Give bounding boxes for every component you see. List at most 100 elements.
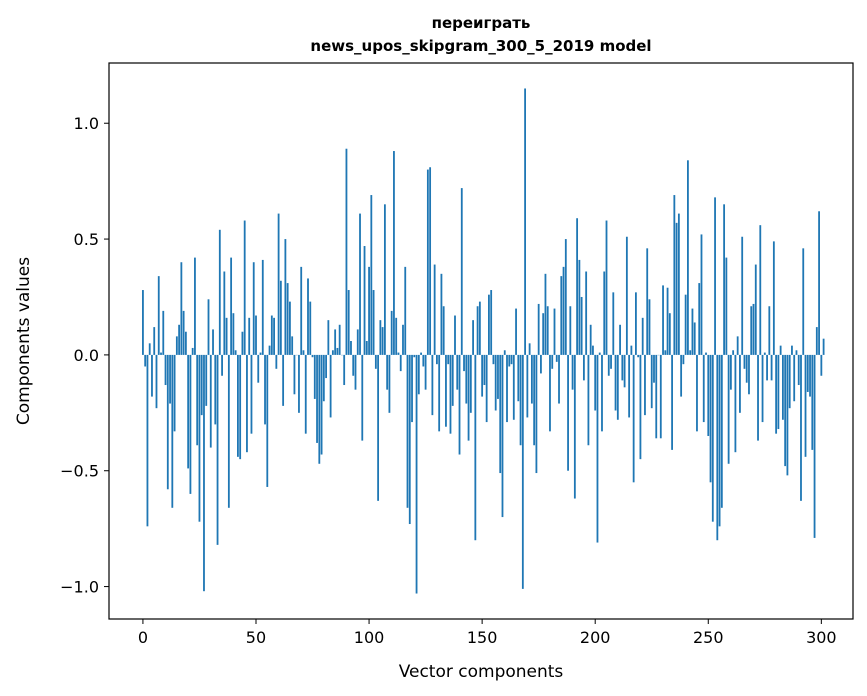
bar-200 [594,354,597,411]
bar-55 [266,354,269,487]
bar-243 [691,308,694,355]
bar-73 [307,278,309,355]
bar-283 [781,354,784,420]
bar-122 [417,354,420,395]
bar-237 [677,213,680,355]
bar-280 [775,354,778,434]
bar-179 [546,306,549,355]
bar-276 [766,354,768,381]
bar-282 [779,345,782,355]
bar-61 [279,280,282,355]
bar-45 [243,220,246,355]
bar-117 [406,354,409,508]
bar-178 [544,273,547,355]
bar-242 [689,350,692,355]
bar-294 [806,354,809,392]
bar-257 [723,204,726,355]
bar-232 [666,287,669,355]
bar-124 [422,354,425,367]
bar-30 [209,354,212,448]
bar-219 [637,354,640,358]
bar-130 [436,354,438,365]
bar-210 [616,354,619,420]
bar-60 [277,213,280,355]
bar-289 [795,350,798,355]
bar-107 [383,204,386,355]
bar-39 [230,257,233,355]
bar-291 [800,354,802,501]
bar-82 [327,320,330,355]
bar-185 [560,276,563,355]
bar-102 [372,290,375,355]
bar-212 [621,354,624,381]
bar-37 [225,317,228,355]
bar-106 [381,327,384,355]
bar-245 [696,354,698,432]
chart-title-line-2: news_upos_skipgram_300_5_2019 model [310,37,651,55]
bar-75 [311,354,314,358]
bar-236 [675,222,678,355]
bar-154 [490,290,493,355]
bar-269 [750,306,753,355]
bar-113 [397,352,400,355]
bar-239 [682,354,685,365]
bar-110 [390,310,393,355]
bar-104 [377,354,380,501]
bar-51 [257,354,260,383]
bar-59 [275,354,278,369]
bar-207 [610,354,612,369]
bar-118 [408,354,411,525]
bar-14 [173,354,176,432]
bar-49 [252,262,255,355]
bar-174 [535,354,538,474]
bar-43 [239,354,242,460]
y-tick-label: −1.0 [60,578,99,597]
bar-90 [345,148,348,355]
bar-38 [227,354,230,508]
bar-286 [788,354,791,409]
bar-133 [442,306,445,355]
bar-162 [508,354,511,367]
bar-293 [804,354,807,457]
bar-34 [218,229,221,355]
bar-22 [191,347,194,355]
bar-109 [388,354,391,413]
bar-295 [809,354,811,397]
bar-29 [207,299,210,355]
bar-121 [415,354,418,594]
bar-252 [711,354,714,522]
bar-262 [734,354,737,453]
bar-215 [628,354,631,418]
bar-287 [791,345,793,355]
y-tick-label: −0.5 [60,462,99,481]
bar-47 [248,317,251,355]
bar-42 [237,354,239,457]
bar-64 [286,283,289,355]
bar-151 [483,354,486,386]
bar-76 [313,354,316,399]
bar-260 [729,354,732,390]
bar-70 [300,266,303,355]
bar-141 [460,188,463,355]
x-axis: 0 50 100 150 200 250 300 [138,619,837,647]
bar-150 [481,354,484,397]
bar-65 [289,301,291,355]
bar-134 [445,354,447,427]
bar-142 [463,354,465,372]
bar-74 [309,301,312,355]
bar-192 [576,218,579,355]
bar-217 [632,354,635,483]
bar-204 [603,271,606,355]
y-tick-label: 1.0 [74,114,99,133]
bar-50 [255,315,257,355]
bar-226 [653,354,655,383]
bar-12 [169,354,171,404]
bar-259 [727,354,730,464]
bar-84 [331,350,334,355]
bar-250 [707,354,710,436]
bar-189 [569,306,572,355]
bar-265 [741,236,744,355]
bar-249 [705,352,707,355]
bar-80 [322,354,325,402]
bar-299 [818,211,820,355]
